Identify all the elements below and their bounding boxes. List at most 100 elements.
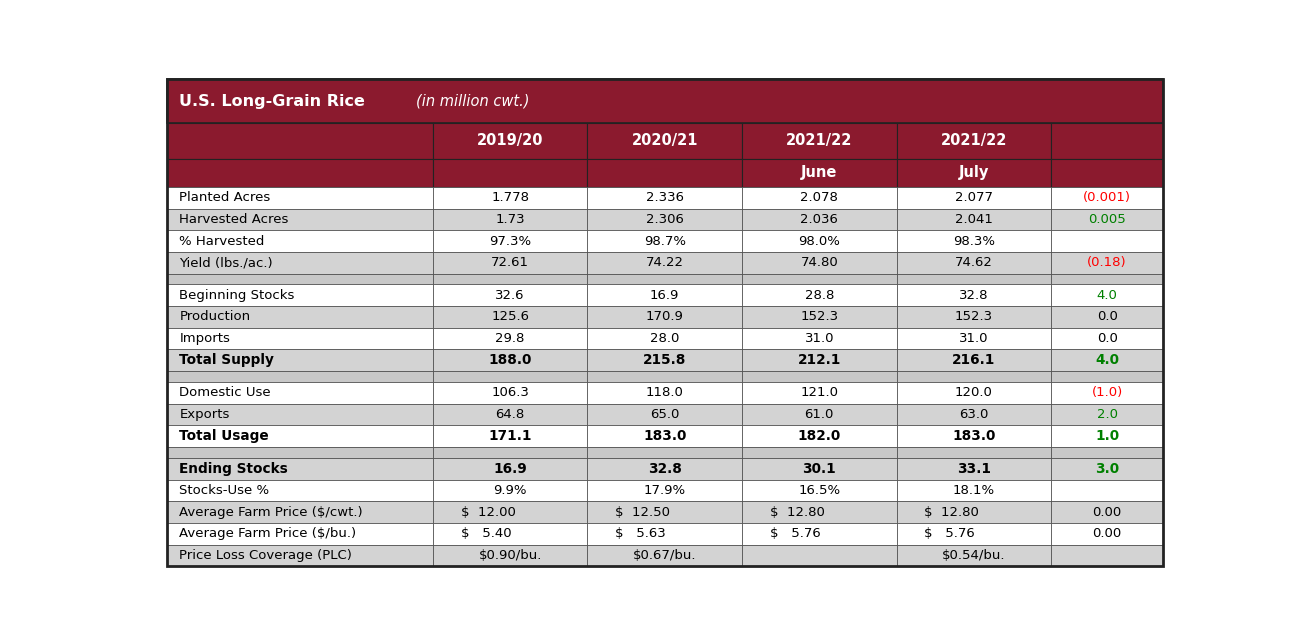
Text: 0.0: 0.0 <box>1097 332 1118 345</box>
Bar <box>1051 382 1163 404</box>
Text: $  12.50: $ 12.50 <box>615 505 670 519</box>
Bar <box>432 252 588 273</box>
Bar <box>742 350 897 371</box>
Bar <box>432 208 588 230</box>
Text: $  12.80: $ 12.80 <box>770 505 824 519</box>
Text: Harvested Acres: Harvested Acres <box>179 213 288 226</box>
Text: (0.18): (0.18) <box>1088 256 1127 269</box>
Bar <box>1051 208 1163 230</box>
Text: 98.3%: 98.3% <box>953 235 994 247</box>
Text: 61.0: 61.0 <box>805 408 833 421</box>
Text: 74.80: 74.80 <box>801 256 839 269</box>
Text: 32.8: 32.8 <box>648 462 681 475</box>
Bar <box>432 544 588 566</box>
Bar <box>432 350 588 371</box>
Bar <box>742 447 897 458</box>
Text: 97.3%: 97.3% <box>489 235 531 247</box>
Text: Average Farm Price ($/cwt.): Average Farm Price ($/cwt.) <box>179 505 363 519</box>
Text: 98.7%: 98.7% <box>644 235 685 247</box>
Text: 2019/20: 2019/20 <box>476 134 544 148</box>
Bar <box>897 458 1051 479</box>
Bar <box>742 479 897 501</box>
Text: July: July <box>959 166 989 180</box>
Text: (0.001): (0.001) <box>1083 191 1131 204</box>
Bar <box>167 404 432 426</box>
Bar <box>432 404 588 426</box>
Bar <box>742 187 897 208</box>
Text: 31.0: 31.0 <box>959 332 989 345</box>
Bar <box>432 187 588 208</box>
Bar <box>897 501 1051 523</box>
Text: % Harvested: % Harvested <box>179 235 265 247</box>
Text: Total Usage: Total Usage <box>179 429 269 443</box>
Text: 17.9%: 17.9% <box>644 484 685 497</box>
Bar <box>742 458 897 479</box>
Bar <box>588 523 742 544</box>
Text: 2.336: 2.336 <box>645 191 684 204</box>
Text: 121.0: 121.0 <box>801 387 839 399</box>
Bar <box>167 187 432 208</box>
Text: 65.0: 65.0 <box>650 408 679 421</box>
Text: Production: Production <box>179 311 251 323</box>
Text: $   5.40: $ 5.40 <box>461 527 511 540</box>
Bar <box>897 382 1051 404</box>
Text: $0.54/bu.: $0.54/bu. <box>942 549 1006 562</box>
Text: $   5.76: $ 5.76 <box>924 527 975 540</box>
Bar <box>588 350 742 371</box>
Text: 2021/22: 2021/22 <box>787 134 853 148</box>
Text: 1.73: 1.73 <box>496 213 524 226</box>
Bar <box>432 479 588 501</box>
Text: $0.67/bu.: $0.67/bu. <box>633 549 697 562</box>
Text: 74.62: 74.62 <box>955 256 993 269</box>
Bar <box>1051 284 1163 306</box>
Bar <box>742 371 897 382</box>
Bar <box>432 426 588 447</box>
Text: (in million cwt.): (in million cwt.) <box>415 93 530 109</box>
Bar <box>588 187 742 208</box>
Bar <box>432 371 588 382</box>
Bar <box>1051 404 1163 426</box>
Bar <box>167 426 432 447</box>
Bar <box>897 426 1051 447</box>
Bar <box>1051 501 1163 523</box>
Bar <box>432 273 588 284</box>
Bar <box>167 479 432 501</box>
Text: 0.005: 0.005 <box>1088 213 1127 226</box>
Bar <box>588 426 742 447</box>
Bar <box>742 404 897 426</box>
Bar <box>1051 328 1163 350</box>
Text: 32.6: 32.6 <box>496 289 524 302</box>
Bar <box>167 371 432 382</box>
Text: 0.00: 0.00 <box>1093 505 1121 519</box>
Text: $  12.80: $ 12.80 <box>924 505 979 519</box>
Bar <box>588 544 742 566</box>
Bar <box>167 273 432 284</box>
Bar <box>588 208 742 230</box>
Text: 29.8: 29.8 <box>496 332 524 345</box>
Text: Domestic Use: Domestic Use <box>179 387 271 399</box>
Bar <box>742 123 897 159</box>
Bar <box>742 544 897 566</box>
Bar <box>432 382 588 404</box>
Text: 216.1: 216.1 <box>953 353 996 367</box>
Bar <box>588 404 742 426</box>
Bar <box>588 252 742 273</box>
Bar <box>897 252 1051 273</box>
Bar <box>742 284 897 306</box>
Bar <box>167 523 432 544</box>
Bar <box>1051 479 1163 501</box>
Text: 28.8: 28.8 <box>805 289 833 302</box>
Text: 2.078: 2.078 <box>801 191 839 204</box>
Text: Planted Acres: Planted Acres <box>179 191 270 204</box>
Bar <box>897 404 1051 426</box>
Text: 215.8: 215.8 <box>643 353 687 367</box>
Text: 212.1: 212.1 <box>797 353 841 367</box>
Bar <box>897 350 1051 371</box>
Bar <box>897 544 1051 566</box>
Text: 182.0: 182.0 <box>798 429 841 443</box>
Text: Total Supply: Total Supply <box>179 353 274 367</box>
Bar <box>432 123 588 159</box>
Text: Ending Stocks: Ending Stocks <box>179 462 288 475</box>
Bar <box>432 284 588 306</box>
Bar <box>167 458 432 479</box>
